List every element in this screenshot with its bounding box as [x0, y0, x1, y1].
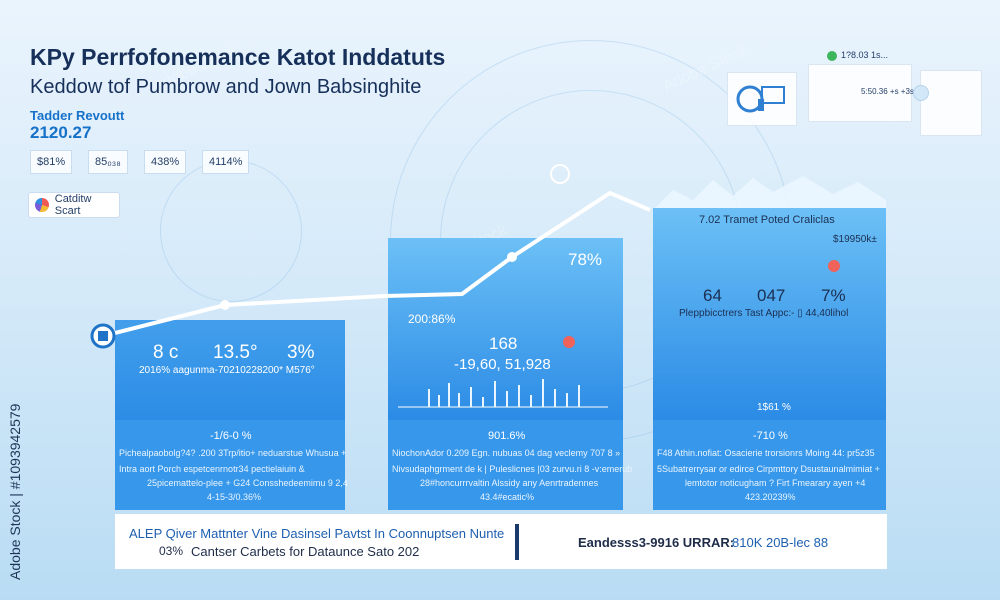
page-subtitle: Keddow tof Pumbrow and Jown Babsinghite	[30, 76, 422, 98]
panel-right[interactable]: 7.02 Tramet Poted Craliclas $19950k± 64 …	[653, 176, 886, 510]
mini-bar-chart	[398, 379, 608, 408]
panel-lower-title: -1/6-0 %	[210, 430, 252, 442]
panel-stat: -19,60, 51,928	[454, 356, 551, 373]
stock-watermark: Adobe Stock | #1093942579	[7, 403, 23, 580]
panel-stat: 8 c	[153, 342, 179, 363]
panel-lower: -710 % F48 Athin.nofiat: Osacierie trors…	[653, 420, 886, 510]
trend-point	[507, 252, 517, 262]
monitor-widget[interactable]	[727, 72, 797, 126]
status-dot	[563, 336, 575, 348]
panel-stat: 3%	[287, 342, 315, 363]
trend-point	[550, 164, 570, 184]
kpi-chip[interactable]: 438%	[144, 150, 187, 174]
panel-foot: 1$61 %	[757, 402, 791, 413]
panel-title: 7.02 Tramet Poted Craliclas	[699, 214, 835, 226]
panel-value: $19950k±	[833, 234, 877, 245]
donut-chart-icon	[35, 198, 49, 212]
trend-point	[220, 300, 230, 310]
circle-icon	[913, 85, 929, 101]
status-widget[interactable]: 1?8.03 1s... 5:50.36 +s +3s	[808, 50, 914, 122]
panel-stat: 168	[489, 334, 518, 353]
panel-lower-title: -710 %	[753, 430, 788, 442]
widget-value: 5:50.36 +s +3s	[861, 87, 914, 96]
panel-caption: 2016% aagunma-70210228200* M576°	[139, 365, 315, 376]
side-widget[interactable]	[913, 70, 982, 136]
footer-right-value: 810K 20B-lec 88	[732, 535, 829, 550]
panel-label: 200:86%	[408, 312, 456, 326]
panel-lower-line: lemtotor noticugham ? Firt Fmearary ayen…	[685, 478, 866, 488]
panel-caption: Pleppbicctrers Tast Appc:- ▯ 44,40lihol	[679, 308, 849, 319]
footer-percent: 03%	[158, 544, 183, 558]
panel-lower-line: 28#honcurrrvaltin Alssidy any Aenrtraden…	[420, 478, 599, 488]
panel-lower-line: NiochonAdor 0.209 Egn. nubuas 04 dag vec…	[392, 448, 621, 458]
whatsapp-icon	[827, 51, 837, 61]
panel-lower-line: Pichealpaobolg?4? .200 3Trp/itio+ neduar…	[119, 448, 347, 458]
panel-stat: 13.5°	[213, 342, 258, 363]
panel-stat: 7%	[821, 286, 846, 305]
mountain-graphic	[653, 176, 886, 210]
chart-button-label: Catditw Scart	[54, 193, 92, 217]
panel-stat: 047	[757, 286, 786, 305]
panel-lower-line: 43.4#ecatic%	[480, 492, 535, 502]
footer-line: Cantser Carbets for Dataunce Sato 202	[191, 544, 420, 559]
status-dot	[828, 260, 840, 272]
revenue-label: Tadder Revoutt	[30, 108, 125, 123]
page-title: KPy Perrfofonemance Katot Inddatuts	[30, 44, 446, 70]
kpi-chip[interactable]: 85₀₃₈	[88, 150, 128, 174]
panel-lower-line: F48 Athin.nofiat: Osacierie trorsionrs M…	[657, 448, 875, 458]
panel-lower-title: 901.6%	[488, 430, 526, 442]
footer-bar: ALEP Qiver Mattnter Vine Dasinsel Pavtst…	[115, 514, 887, 569]
panel-lower-line: 5Subatrerrysar or edirce Cirpmttory Dsus…	[657, 464, 880, 474]
panel-lower-line: 423.20239%	[745, 492, 796, 502]
footer-right-label: Eandesss3-9916 URRAR:	[578, 535, 735, 550]
panel-highlight	[115, 320, 345, 420]
kpi-chip[interactable]: $81%	[30, 150, 73, 174]
footer-line: ALEP Qiver Mattnter Vine Dasinsel Pavtst…	[129, 526, 505, 541]
panel-lower-line: Intra aort Porch espetcenrnotr34 pectiel…	[119, 464, 305, 474]
gauge-icon	[736, 85, 785, 113]
panel-middle[interactable]: 78% 200:86% 168 -19,60, 51,928 901.6% Ni…	[388, 238, 632, 510]
revenue-value: 2120.27	[30, 123, 92, 142]
panel-lower: -1/6-0 % Pichealpaobolg?4? .200 3Trp/iti…	[115, 420, 348, 510]
panel-stat: 64	[703, 286, 722, 305]
panel-lower: 901.6% NiochonAdor 0.209 Egn. nubuas 04 …	[388, 420, 632, 510]
panel-lower-line: 25picemattelo-plee + G24 Consshedeemimu …	[147, 478, 348, 488]
kpi-chip[interactable]: 4114%	[202, 150, 250, 174]
panel-lower-line: Nivsudaphgrment de k | Puleslicnes |03 z…	[392, 464, 633, 474]
panel-left[interactable]: 8 c 13.5° 3% 2016% aagunma-70210228200* …	[115, 320, 348, 510]
panel-highlight	[388, 238, 623, 420]
panel-label: 78%	[568, 250, 603, 269]
panel-highlight	[653, 208, 886, 420]
widget-label: 1?8.03 1s...	[841, 50, 889, 60]
chart-button[interactable]: Catditw Scart	[28, 192, 120, 218]
footer-divider	[515, 524, 519, 560]
panel-lower-line: 4-15-3/0.36%	[207, 492, 262, 502]
